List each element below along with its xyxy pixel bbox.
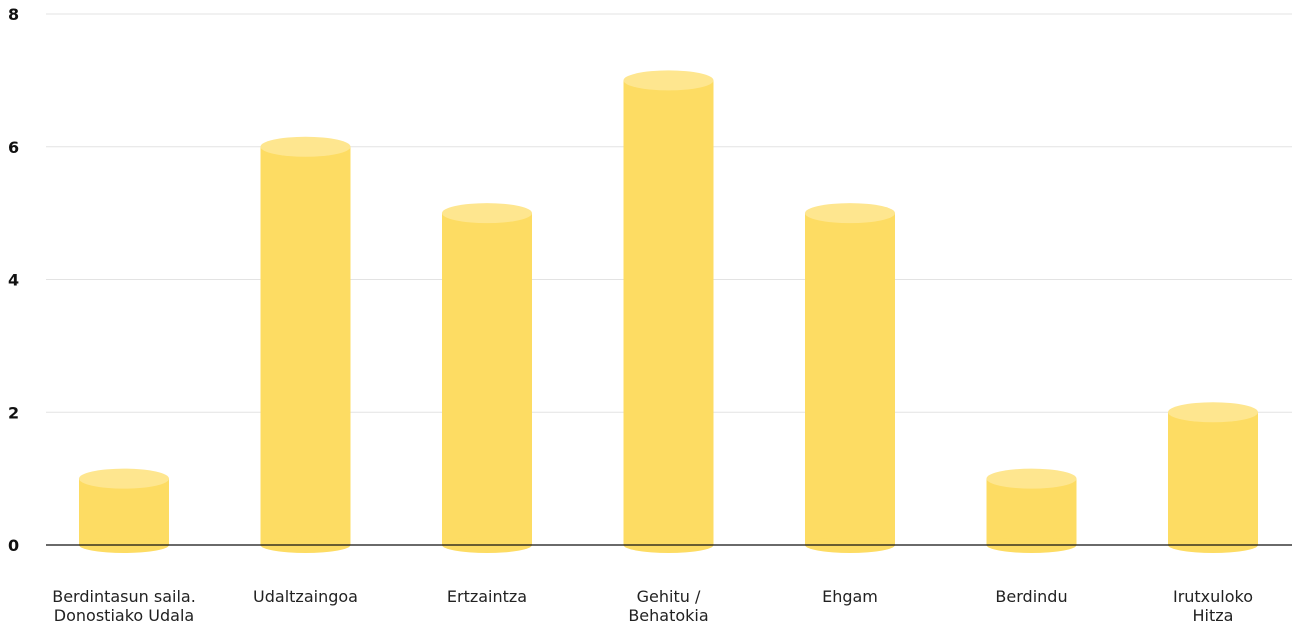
bar-body [260, 146, 351, 545]
x-tick-label-line: Udaltzaingoa [253, 587, 358, 606]
bar [623, 70, 714, 553]
y-tick-label: 0 [8, 536, 19, 555]
x-tick-label-line: Ehgam [822, 587, 878, 606]
x-tick-label-line: Behatokia [628, 606, 708, 625]
y-tick-label: 2 [8, 403, 19, 422]
x-tick-label: Udaltzaingoa [253, 587, 358, 606]
bar [79, 468, 169, 553]
x-tick-label: Berdintasun saila. Donostiako Udala [52, 587, 196, 625]
bar [986, 468, 1077, 553]
bar-top [260, 136, 351, 157]
x-tick-label-line: Berdintasun saila. [52, 587, 196, 606]
bar [442, 203, 532, 553]
x-tick-label-line: Gehitu / [637, 587, 701, 606]
x-tick-label: Berdindu [995, 587, 1067, 606]
x-tick-label: Ertzaintza [447, 587, 527, 606]
bar-top [623, 70, 714, 91]
bar-top [805, 203, 895, 224]
y-tick-label: 8 [8, 5, 19, 24]
x-tick-label: Gehitu / Behatokia [628, 587, 708, 625]
bar-body [805, 213, 895, 545]
bar-top [986, 468, 1077, 489]
bar-body [623, 80, 714, 545]
x-tick-label-line: Donostiako Udala [54, 606, 194, 625]
y-tick-label: 6 [8, 138, 19, 157]
bar-body [442, 213, 532, 545]
bar [805, 203, 895, 553]
x-tick-label-line: Berdindu [995, 587, 1067, 606]
bar-top [79, 468, 169, 489]
x-tick-label: Ehgam [822, 587, 878, 606]
bar-body [986, 478, 1077, 545]
x-tick-label-line: Irutxuloko [1173, 587, 1253, 606]
bar-body [79, 478, 169, 545]
x-tick-label: Irutxuloko Hitza [1173, 587, 1253, 625]
bar [260, 136, 351, 553]
y-tick-labels: 0 2 4 6 8 [8, 5, 19, 555]
x-tick-labels: Berdintasun saila. Donostiako Udala Udaltz… [52, 587, 1253, 625]
y-tick-label: 4 [8, 271, 19, 290]
bar-body [1168, 412, 1258, 545]
bar-top [1168, 402, 1258, 423]
x-tick-label-line: Ertzaintza [447, 587, 527, 606]
x-tick-label-line: Hitza [1193, 606, 1234, 625]
bars [79, 70, 1258, 553]
bar [1168, 402, 1258, 553]
bar-top [442, 203, 532, 224]
